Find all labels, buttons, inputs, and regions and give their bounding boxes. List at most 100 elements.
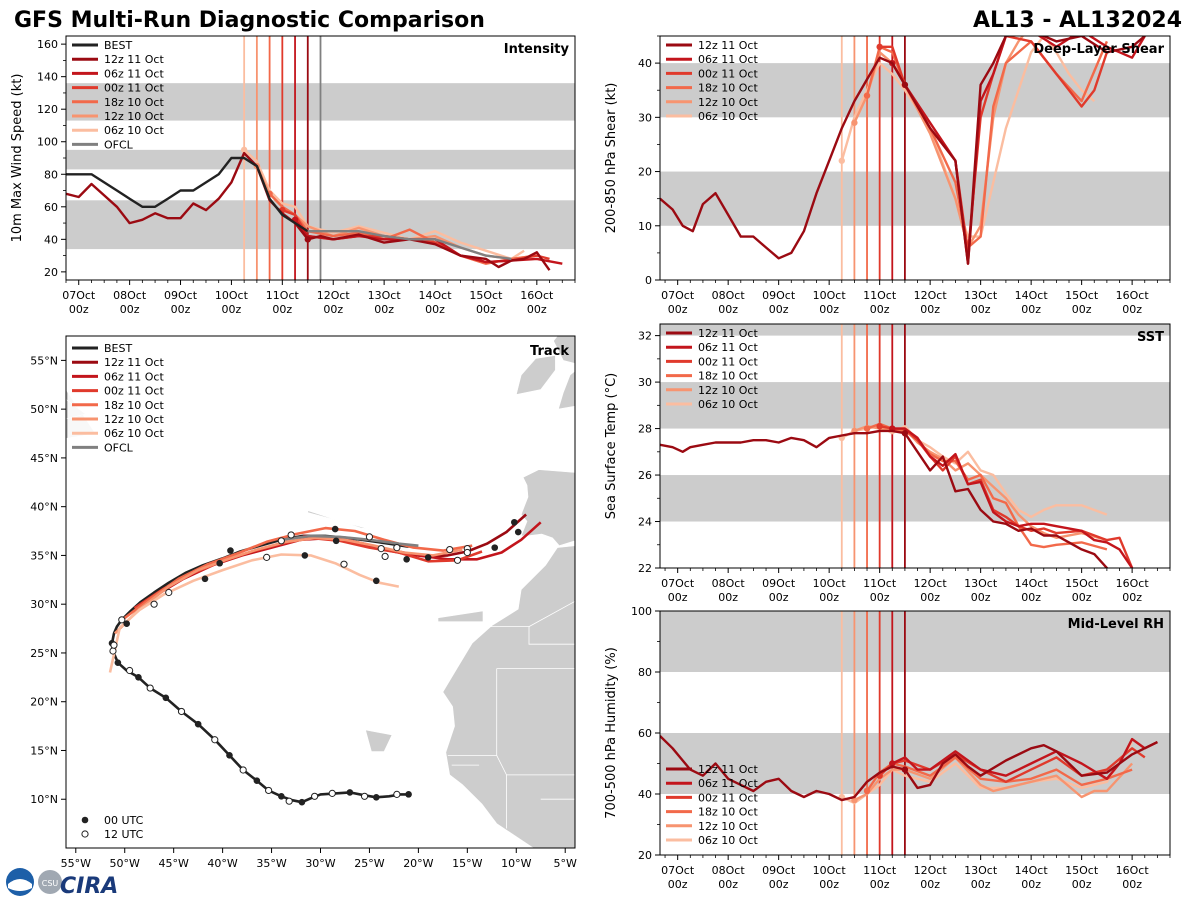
x-tick-label-hour: 00z [425, 303, 445, 316]
x-tick-label-hour: 00z [718, 591, 738, 604]
y-tick-label: 60 [638, 727, 652, 740]
track-point-12utc [263, 553, 271, 561]
legend-label-12z-11-oct: 12z 11 Oct [698, 327, 758, 340]
x-tick-label-hour: 00z [527, 303, 547, 316]
lon-tick-label: 50°W [110, 857, 140, 870]
x-tick-label-hour: 00z [819, 878, 839, 891]
track-point-12utc [110, 641, 118, 649]
legend-label-06z-10-oct: 06z 10 Oct [104, 124, 164, 137]
x-tick-label-date: 12Oct [317, 289, 351, 302]
legend-label-06z-11-oct: 06z 11 Oct [698, 777, 758, 790]
country-border [528, 600, 575, 627]
x-tick-label-hour: 00z [819, 303, 839, 316]
legend-label-12utc: 12 UTC [104, 828, 144, 841]
rh-panel: 2040608010007Oct00z08Oct00z09Oct00z10Oct… [604, 605, 1171, 891]
series-init-point-12z-11-oct [304, 236, 311, 243]
track-point-00utc [332, 537, 340, 545]
track-point-00utc [372, 793, 380, 801]
noaa-wave-icon [8, 879, 32, 891]
y-tick-label: 160 [37, 38, 58, 51]
track-point-12utc [360, 792, 369, 800]
track-point-00utc [278, 793, 285, 800]
x-tick-label-hour: 00z [374, 303, 394, 316]
track-point-00utc [405, 791, 412, 798]
plot-area [66, 36, 575, 280]
track-point-00utc [331, 525, 339, 533]
x-tick-label-hour: 00z [819, 591, 839, 604]
series-line-12z-11-oct [660, 36, 1146, 265]
legend-label-12z-11-oct: 12z 11 Oct [698, 39, 758, 52]
x-tick-label-hour: 00z [920, 878, 940, 891]
series-line-06z-11-oct [891, 737, 1158, 780]
x-tick-label-date: 08Oct [113, 289, 147, 302]
lon-tick-label: 15°W [452, 857, 482, 870]
lon-tick-label: 20°W [403, 857, 433, 870]
track-line-06z-10-oct [108, 553, 400, 673]
cira-logo: CSU CIRA [6, 868, 118, 899]
panel-title: Track [530, 344, 569, 359]
y-tick-label: 32 [638, 330, 652, 343]
track-point-12utc [377, 545, 385, 553]
legend-label-00z-11-oct: 00z 11 Oct [698, 355, 758, 368]
legend-label-12z-10-oct: 12z 10 Oct [104, 110, 164, 123]
track-point-00utc [201, 575, 209, 583]
lat-tick-label: 45°N [30, 452, 58, 465]
x-tick-label-date: 11Oct [266, 289, 300, 302]
legend-background [68, 338, 178, 460]
x-tick-label-date: 16Oct [520, 289, 554, 302]
series-init-point-06z-10-oct [240, 146, 248, 154]
azores-islands [307, 510, 370, 530]
x-tick-label-hour: 00z [272, 303, 292, 316]
track-point-00utc [226, 752, 233, 759]
x-tick-label-hour: 00z [1122, 303, 1142, 316]
x-tick-label-date: 14Oct [1015, 864, 1049, 877]
storm-id-title: AL13 - AL132024 [973, 8, 1182, 33]
csu-seal-icon [38, 870, 62, 894]
x-tick-label-date: 07Oct [661, 864, 695, 877]
x-tick-label-date: 08Oct [712, 577, 746, 590]
y-tick-label: 40 [638, 788, 652, 801]
x-tick-label-hour: 00z [1122, 591, 1142, 604]
legend-label-18z-10-oct: 18z 10 Oct [698, 370, 758, 383]
track-point-00utc [346, 789, 354, 796]
lat-tick-label: 55°N [30, 354, 58, 367]
track-point-12utc [109, 647, 117, 655]
x-tick-label-date: 12Oct [914, 289, 948, 302]
cape-verde-islands [365, 729, 393, 752]
y-tick-label: 60 [44, 201, 58, 214]
lon-tick-label: 40°W [207, 857, 237, 870]
series-line-06z-10-oct [841, 741, 1134, 805]
x-tick-label-date: 13Oct [964, 289, 998, 302]
legend-label-12z-11-oct: 12z 11 Oct [698, 763, 758, 776]
x-tick-label-date: 13Oct [368, 289, 402, 302]
legend-label-06z-11-oct: 06z 11 Oct [698, 53, 758, 66]
series-init-point-12z-11-oct [901, 81, 909, 89]
legend-label-ofcl: OFCL [104, 441, 134, 454]
x-tick-label-date: 12Oct [914, 577, 948, 590]
panel-title: SST [1137, 330, 1164, 345]
x-tick-label-date: 08Oct [712, 289, 746, 302]
legend-label-ofcl: OFCL [104, 138, 134, 151]
plot-area [660, 324, 1170, 568]
x-tick-label-hour: 00z [870, 303, 890, 316]
x-tick-label-date: 09Oct [164, 289, 198, 302]
lon-tick-label: 25°W [354, 857, 384, 870]
track-panel: 55°W 50°W 45°W 40°W 35°W 30°W 25°W 20°W 15°W 10°W… [30, 335, 577, 870]
plot-area [660, 36, 1170, 280]
lon-tick-label: 30°W [305, 857, 335, 870]
legend-label-12z-11-oct: 12z 11 Oct [104, 53, 164, 66]
legend-marker-00utc [81, 816, 89, 824]
track-point-00utc [372, 577, 380, 585]
series-init-point-00z-11-oct [876, 423, 883, 430]
shaded-band [660, 475, 1170, 522]
track-point-12utc [328, 789, 336, 797]
x-tick-label-hour: 00z [668, 303, 688, 316]
y-tick-label: 30 [638, 376, 652, 389]
series-init-point-18z-10-oct [863, 92, 871, 99]
track-point-12utc [340, 560, 348, 568]
x-tick-label-hour: 00z [769, 591, 789, 604]
